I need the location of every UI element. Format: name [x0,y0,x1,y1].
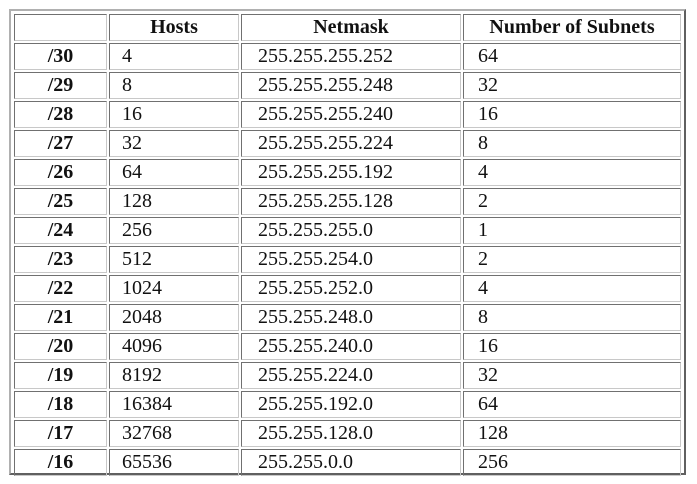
cell-subnets: 8 [463,304,681,331]
cell-prefix: /21 [14,304,107,331]
cell-hosts: 4096 [109,333,239,360]
cell-netmask: 255.255.255.0 [241,217,461,244]
cell-netmask: 255.255.255.248 [241,72,461,99]
cell-prefix: /30 [14,43,107,70]
table-row: /27 32 255.255.255.224 8 [14,130,681,157]
cell-subnets: 2 [463,188,681,215]
table-row: /21 2048 255.255.248.0 8 [14,304,681,331]
cell-subnets: 64 [463,391,681,418]
cell-subnets: 16 [463,101,681,128]
table-body: /30 4 255.255.255.252 64/29 8 255.255.255.248… [14,43,681,476]
table-row: /17 32768 255.255.128.0 128 [14,420,681,447]
cell-hosts: 32768 [109,420,239,447]
cell-netmask: 255.255.255.128 [241,188,461,215]
subnet-table: Hosts Netmask Number of Subnets /30 4 255.… [12,12,683,478]
cell-prefix: /18 [14,391,107,418]
table-row: /22 1024 255.255.252.0 4 [14,275,681,302]
table-row: /18 16384 255.255.192.0 64 [14,391,681,418]
table-row: /29 8 255.255.255.248 32 [14,72,681,99]
cell-hosts: 32 [109,130,239,157]
cell-subnets: 4 [463,159,681,186]
cell-netmask: 255.255.255.224 [241,130,461,157]
cell-netmask: 255.255.255.240 [241,101,461,128]
cell-netmask: 255.255.255.192 [241,159,461,186]
cell-prefix: /22 [14,275,107,302]
cell-prefix: /20 [14,333,107,360]
cell-prefix: /28 [14,101,107,128]
cell-subnets: 16 [463,333,681,360]
table-row: /16 65536 255.255.0.0 256 [14,449,681,476]
cell-prefix: /24 [14,217,107,244]
cell-subnets: 32 [463,362,681,389]
cell-hosts: 4 [109,43,239,70]
cell-subnets: 4 [463,275,681,302]
cell-subnets: 8 [463,130,681,157]
header-prefix [14,14,107,41]
header-hosts: Hosts [109,14,239,41]
subnet-table-frame: Hosts Netmask Number of Subnets /30 4 255.… [9,9,686,478]
header-row: Hosts Netmask Number of Subnets [14,14,681,41]
cell-netmask: 255.255.248.0 [241,304,461,331]
cell-hosts: 8192 [109,362,239,389]
cell-netmask: 255.255.192.0 [241,391,461,418]
cell-hosts: 128 [109,188,239,215]
cell-prefix: /16 [14,449,107,476]
table-row: /20 4096 255.255.240.0 16 [14,333,681,360]
cell-prefix: /17 [14,420,107,447]
table-row: /28 16 255.255.255.240 16 [14,101,681,128]
cell-subnets: 128 [463,420,681,447]
cell-prefix: /26 [14,159,107,186]
cell-prefix: /23 [14,246,107,273]
cell-hosts: 64 [109,159,239,186]
cell-prefix: /27 [14,130,107,157]
cell-netmask: 255.255.240.0 [241,333,461,360]
cell-netmask: 255.255.128.0 [241,420,461,447]
cell-hosts: 256 [109,217,239,244]
cell-hosts: 2048 [109,304,239,331]
cell-subnets: 2 [463,246,681,273]
cell-netmask: 255.255.254.0 [241,246,461,273]
table-row: /26 64 255.255.255.192 4 [14,159,681,186]
cell-netmask: 255.255.255.252 [241,43,461,70]
header-netmask: Netmask [241,14,461,41]
cell-subnets: 32 [463,72,681,99]
table-row: /19 8192 255.255.224.0 32 [14,362,681,389]
cell-hosts: 512 [109,246,239,273]
cell-hosts: 65536 [109,449,239,476]
cell-hosts: 8 [109,72,239,99]
header-subnets: Number of Subnets [463,14,681,41]
cell-subnets: 1 [463,217,681,244]
cell-prefix: /25 [14,188,107,215]
cell-subnets: 256 [463,449,681,476]
cell-prefix: /29 [14,72,107,99]
table-row: /25 128 255.255.255.128 2 [14,188,681,215]
cell-hosts: 16384 [109,391,239,418]
table-row: /23 512 255.255.254.0 2 [14,246,681,273]
cell-subnets: 64 [463,43,681,70]
cell-hosts: 1024 [109,275,239,302]
cell-netmask: 255.255.252.0 [241,275,461,302]
cell-netmask: 255.255.0.0 [241,449,461,476]
table-row: /24 256 255.255.255.0 1 [14,217,681,244]
cell-hosts: 16 [109,101,239,128]
table-row: /30 4 255.255.255.252 64 [14,43,681,70]
cell-prefix: /19 [14,362,107,389]
cell-netmask: 255.255.224.0 [241,362,461,389]
